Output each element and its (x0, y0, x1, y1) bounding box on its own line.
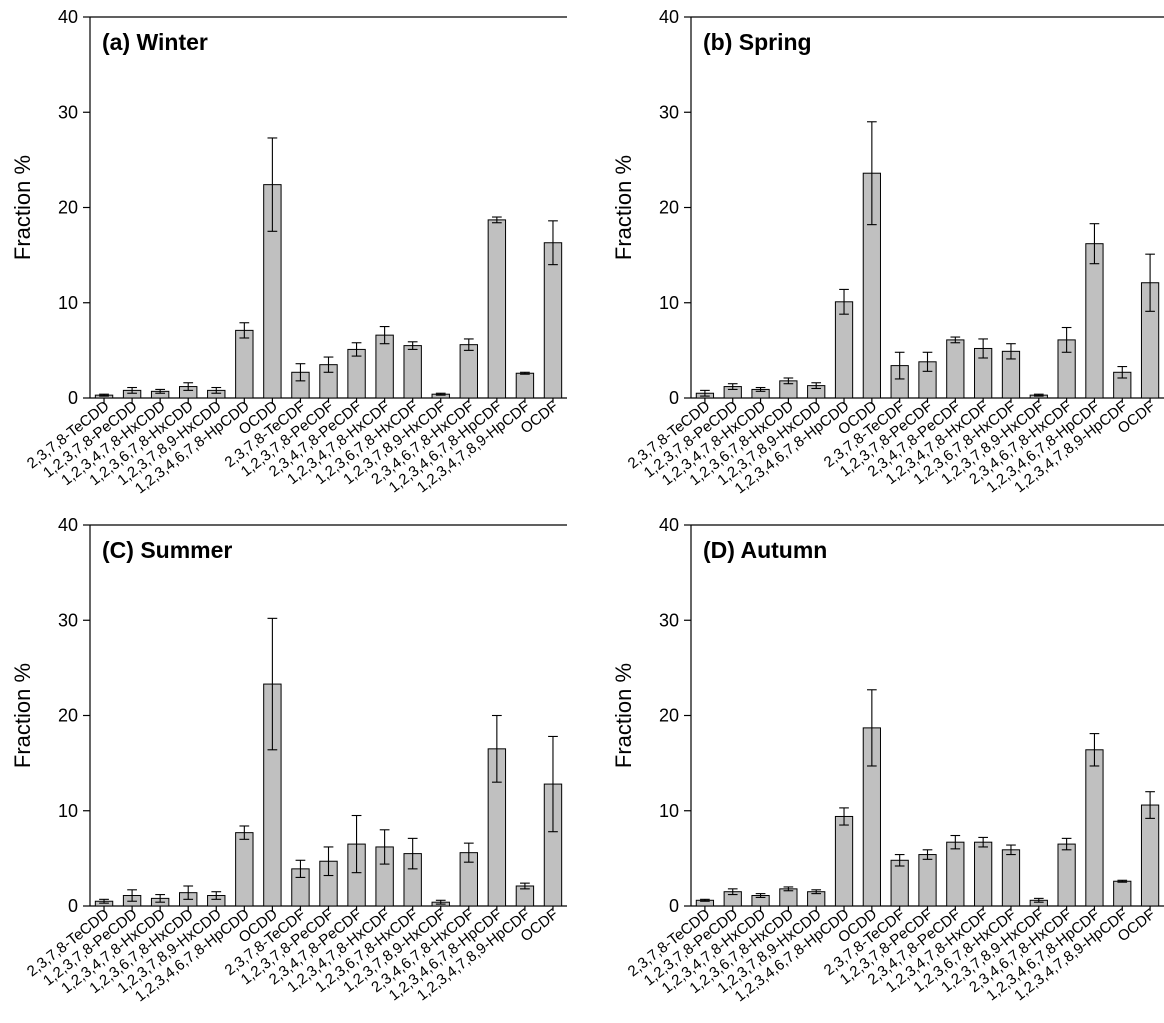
y-tick-label: 0 (68, 896, 78, 916)
bar (946, 339, 965, 399)
y-axis-label: Fraction % (10, 663, 35, 768)
y-tick-label: 30 (659, 610, 679, 630)
y-tick-label: 0 (68, 388, 78, 408)
panel-title: (a) Winter (102, 29, 208, 55)
y-tick-label: 30 (58, 102, 78, 122)
bar (946, 841, 965, 907)
bar (918, 854, 937, 907)
y-tick-label: 40 (58, 7, 78, 27)
bar (235, 832, 254, 907)
bar (1001, 849, 1021, 907)
y-axis-label: Fraction % (611, 663, 636, 768)
bar (1140, 804, 1160, 907)
y-tick-label: 10 (659, 293, 679, 313)
panel-title: (C) Summer (102, 537, 232, 563)
y-axis-label: Fraction % (10, 155, 35, 260)
y-tick-label: 40 (58, 515, 78, 535)
bar (834, 301, 854, 399)
bar (1113, 880, 1132, 907)
y-tick-label: 0 (669, 388, 679, 408)
y-tick-label: 10 (659, 801, 679, 821)
bar (459, 344, 478, 399)
panel-title: (b) Spring (703, 29, 812, 55)
y-tick-label: 20 (58, 198, 78, 218)
y-tick-label: 40 (659, 7, 679, 27)
y-tick-label: 10 (58, 293, 78, 313)
y-tick-label: 0 (669, 896, 679, 916)
y-tick-label: 20 (659, 198, 679, 218)
y-tick-label: 20 (58, 706, 78, 726)
y-tick-label: 30 (58, 610, 78, 630)
bar (779, 888, 798, 907)
bar (403, 345, 422, 399)
y-tick-label: 20 (659, 706, 679, 726)
bar (347, 348, 366, 399)
y-tick-label: 40 (659, 515, 679, 535)
bar (543, 242, 563, 399)
bar (487, 219, 507, 399)
bar (834, 815, 854, 907)
y-tick-label: 30 (659, 102, 679, 122)
bar (1085, 749, 1104, 907)
bar (1057, 843, 1076, 907)
bar (1085, 243, 1104, 399)
bar (235, 329, 254, 399)
bar (515, 372, 535, 399)
bar (974, 841, 993, 907)
y-tick-label: 10 (58, 801, 78, 821)
panel-title: (D) Autumn (703, 537, 827, 563)
bar (375, 334, 394, 399)
bar (890, 859, 909, 907)
y-axis-label: Fraction % (611, 155, 636, 260)
